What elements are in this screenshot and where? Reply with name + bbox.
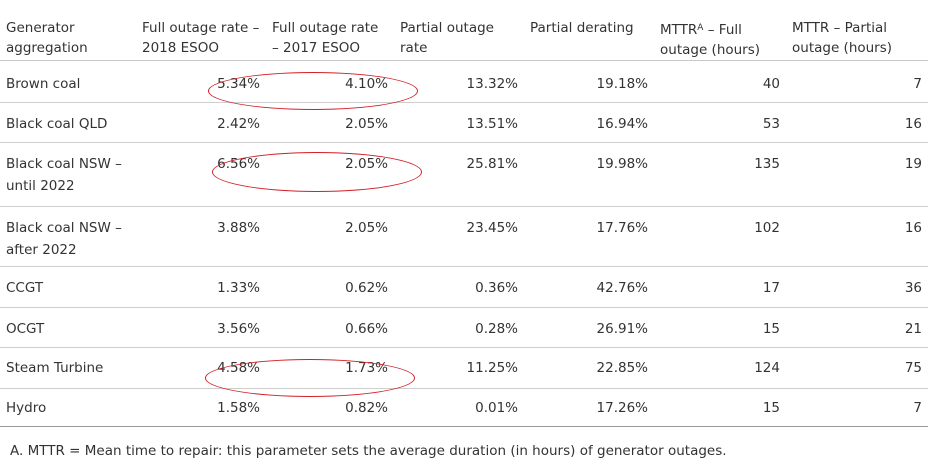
cell-full-2017: 2.05% [266,142,394,207]
header-partial-outage-rate: Partial outage rate [394,0,524,61]
cell-mttr-full: 124 [654,347,786,389]
outage-rates-table: Generator aggregation Full outage rate –… [0,0,928,427]
cell-generator: Hydro [0,388,136,427]
header-mttr-full: MTTRA – Full outage (hours) [654,0,786,61]
cell-mttr-full: 53 [654,102,786,143]
cell-mttr-full: 17 [654,266,786,308]
cell-generator: Steam Turbine [0,347,136,389]
cell-partial-derating: 19.18% [524,60,654,103]
cell-generator: CCGT [0,266,136,308]
cell-partial-rate: 0.01% [394,388,524,427]
header-mttr-footnote-marker: A [697,23,704,33]
cell-full-2018: 6.56% [136,142,266,207]
cell-mttr-full: 102 [654,206,786,267]
cell-mttr-full: 15 [654,388,786,427]
cell-partial-derating: 16.94% [524,102,654,143]
header-generator-aggregation: Generator aggregation [0,0,136,61]
header-mttr-full-rest: – Full outage (hours) [660,22,761,58]
cell-partial-rate: 0.28% [394,307,524,348]
cell-mttr-partial: 36 [786,266,928,308]
header-full-outage-2017: Full outage rate – 2017 ESOO [266,0,394,61]
cell-full-2017: 0.82% [266,388,394,427]
cell-partial-rate: 13.51% [394,102,524,143]
mttr-footnote: A. MTTR = Mean time to repair: this para… [10,443,727,459]
header-mttr-partial: MTTR – Partial outage (hours) [786,0,928,61]
cell-generator: OCGT [0,307,136,348]
cell-generator: Black coal QLD [0,102,136,143]
cell-full-2017: 2.05% [266,102,394,143]
cell-mttr-partial: 19 [786,142,928,207]
table-row: Black coal NSW – after 2022 3.88% 2.05% … [0,206,928,267]
table-row: Black coal NSW – until 2022 6.56% 2.05% … [0,142,928,207]
cell-partial-rate: 13.32% [394,60,524,103]
table-header-row: Generator aggregation Full outage rate –… [0,0,928,61]
cell-full-2017: 4.10% [266,60,394,103]
cell-full-2018: 2.42% [136,102,266,143]
header-partial-derating: Partial derating [524,0,654,61]
cell-partial-rate: 0.36% [394,266,524,308]
table-row: OCGT 3.56% 0.66% 0.28% 26.91% 15 21 [0,307,928,348]
cell-full-2018: 5.34% [136,60,266,103]
cell-mttr-full: 135 [654,142,786,207]
cell-partial-derating: 17.76% [524,206,654,267]
cell-mttr-partial: 7 [786,60,928,103]
cell-mttr-partial: 7 [786,388,928,427]
cell-full-2017: 2.05% [266,206,394,267]
cell-partial-derating: 17.26% [524,388,654,427]
cell-full-2017: 0.62% [266,266,394,308]
cell-mttr-partial: 21 [786,307,928,348]
table-row: Steam Turbine 4.58% 1.73% 11.25% 22.85% … [0,347,928,389]
cell-full-2018: 3.88% [136,206,266,267]
cell-mttr-partial: 16 [786,206,928,267]
cell-mttr-partial: 75 [786,347,928,389]
table-row: Black coal QLD 2.42% 2.05% 13.51% 16.94%… [0,102,928,143]
cell-full-2017: 0.66% [266,307,394,348]
cell-full-2018: 4.58% [136,347,266,389]
cell-mttr-full: 40 [654,60,786,103]
cell-full-2018: 1.58% [136,388,266,427]
cell-generator: Brown coal [0,60,136,103]
table-row: Brown coal 5.34% 4.10% 13.32% 19.18% 40 … [0,60,928,103]
cell-partial-derating: 19.98% [524,142,654,207]
table-row: Hydro 1.58% 0.82% 0.01% 17.26% 15 7 [0,388,928,427]
cell-mttr-partial: 16 [786,102,928,143]
cell-partial-derating: 26.91% [524,307,654,348]
cell-partial-rate: 23.45% [394,206,524,267]
cell-partial-rate: 11.25% [394,347,524,389]
cell-generator: Black coal NSW – after 2022 [0,206,136,267]
cell-full-2018: 1.33% [136,266,266,308]
header-full-outage-2018: Full outage rate – 2018 ESOO [136,0,266,61]
cell-mttr-full: 15 [654,307,786,348]
cell-partial-derating: 22.85% [524,347,654,389]
header-mttr-full-label: MTTR [660,22,698,38]
cell-generator: Black coal NSW – until 2022 [0,142,136,207]
cell-partial-derating: 42.76% [524,266,654,308]
outage-table-container: Generator aggregation Full outage rate –… [0,0,928,427]
cell-partial-rate: 25.81% [394,142,524,207]
cell-full-2018: 3.56% [136,307,266,348]
cell-full-2017: 1.73% [266,347,394,389]
table-row: CCGT 1.33% 0.62% 0.36% 42.76% 17 36 [0,266,928,308]
